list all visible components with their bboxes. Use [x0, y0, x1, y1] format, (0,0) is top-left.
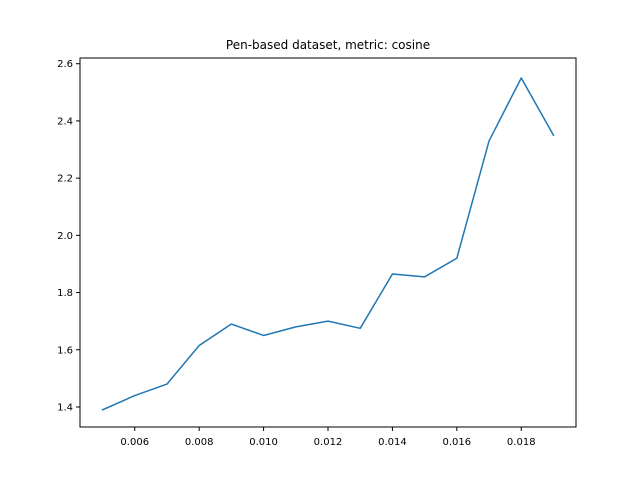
y-tick-label: 1.8: [57, 288, 73, 299]
x-tick-label: 0.010: [249, 437, 278, 448]
y-tick-label: 2.4: [57, 116, 73, 127]
x-tick-label: 0.008: [185, 437, 214, 448]
y-tick-label: 2.6: [57, 59, 73, 70]
x-tick-label: 0.012: [314, 437, 343, 448]
y-tick-label: 1.6: [57, 345, 73, 356]
plot-frame: [79, 57, 577, 428]
y-tick-label: 2.2: [57, 174, 73, 185]
y-tick-label: 2.0: [57, 231, 73, 242]
chart-title: Pen-based dataset, metric: cosine: [226, 38, 430, 52]
series-line: [101, 77, 555, 411]
x-tick-label: 0.016: [443, 437, 472, 448]
x-tick-label: 0.006: [120, 437, 149, 448]
x-tick-label: 0.014: [378, 437, 407, 448]
y-tick-label: 1.4: [57, 402, 73, 413]
x-tick-label: 0.018: [507, 437, 536, 448]
